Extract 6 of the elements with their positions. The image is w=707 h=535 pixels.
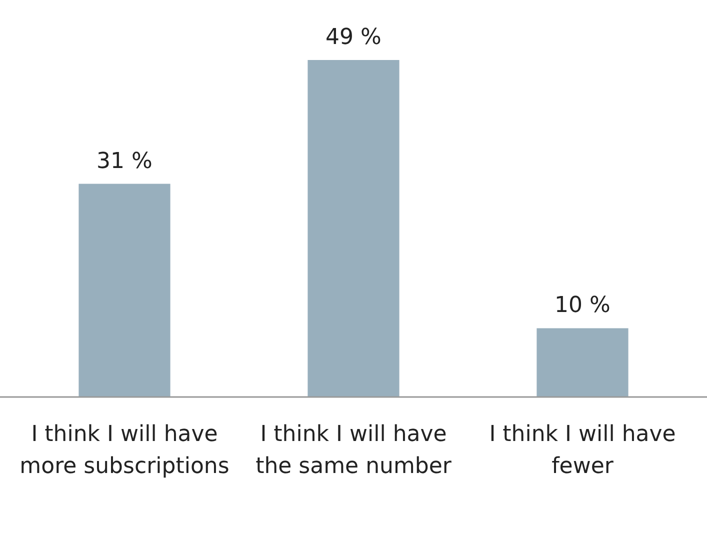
x-tick-label: I think I will have fewer	[489, 422, 676, 479]
data-label: 31 %	[96, 148, 152, 174]
data-label: 49 %	[326, 25, 382, 50]
x-tick-label: I think I will have more subscriptions	[20, 422, 230, 479]
data-label: 10 %	[554, 293, 610, 318]
x-tick-label: I think I will have the same number	[256, 422, 452, 479]
